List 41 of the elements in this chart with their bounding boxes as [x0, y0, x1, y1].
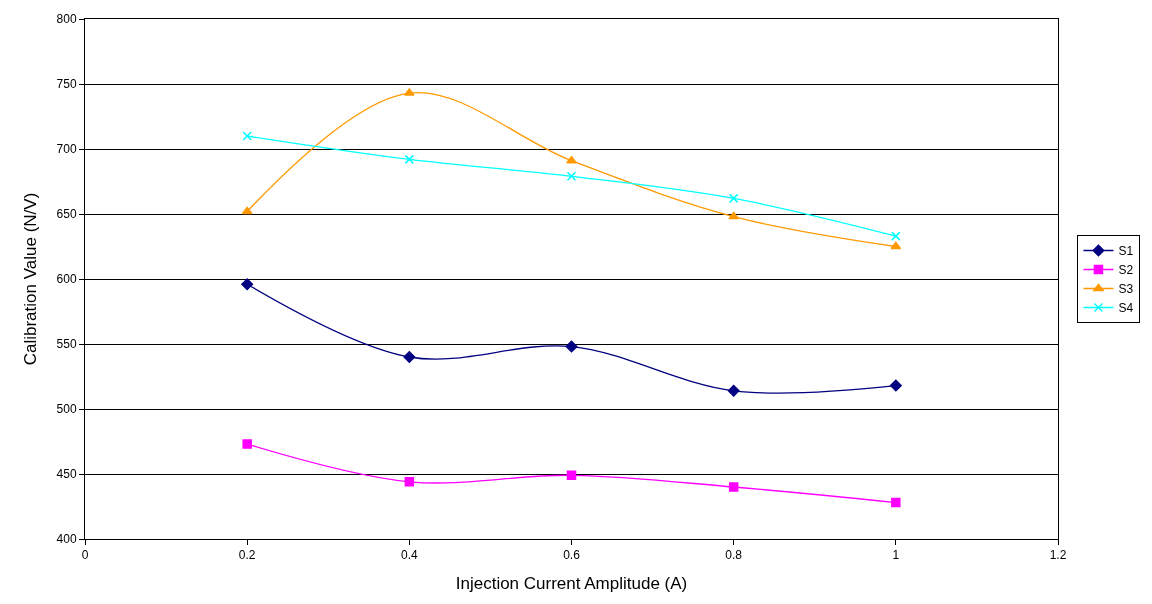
point [889, 379, 902, 392]
point [404, 154, 415, 165]
point [727, 384, 740, 397]
legend-label: S3 [1118, 282, 1134, 297]
legend-label: S4 [1118, 301, 1134, 316]
x-tick-label: 0.8 [725, 548, 743, 563]
y-tick-label: 650 [56, 207, 77, 222]
point [891, 497, 901, 508]
x-tick-label: 1.2 [1049, 548, 1067, 563]
point [890, 241, 902, 250]
legend-label: S1 [1118, 244, 1134, 259]
point [891, 231, 901, 241]
y-tick-label: 800 [56, 12, 77, 27]
point [566, 155, 577, 164]
legend-label: S2 [1118, 263, 1134, 278]
point [241, 278, 254, 291]
point [242, 439, 252, 449]
x-axis-title: Injection Current Amplitude (A) [455, 573, 688, 593]
y-axis-title: Calibration Value (N/V) [21, 192, 41, 366]
y-tick-label: 750 [56, 77, 77, 92]
point [404, 477, 415, 487]
point [728, 482, 739, 492]
point [242, 131, 252, 141]
x-tick-label: 0 [81, 548, 89, 563]
point [566, 171, 577, 182]
x-tick-label: 0.4 [400, 548, 418, 563]
y-tick-label: 400 [56, 532, 77, 547]
y-tick-label: 500 [56, 402, 77, 417]
point [565, 340, 578, 353]
point [728, 193, 739, 204]
x-tick-label: 1 [892, 548, 900, 563]
point [566, 470, 577, 481]
point [241, 206, 253, 215]
point [403, 351, 416, 363]
x-tick-label: 0.6 [563, 548, 581, 563]
point [728, 211, 740, 220]
y-tick-label: 450 [56, 467, 77, 482]
y-tick-label: 600 [56, 272, 77, 287]
y-tick-label: 550 [56, 337, 77, 352]
y-tick-label: 700 [56, 142, 77, 157]
x-tick-label: 0.2 [238, 548, 256, 563]
